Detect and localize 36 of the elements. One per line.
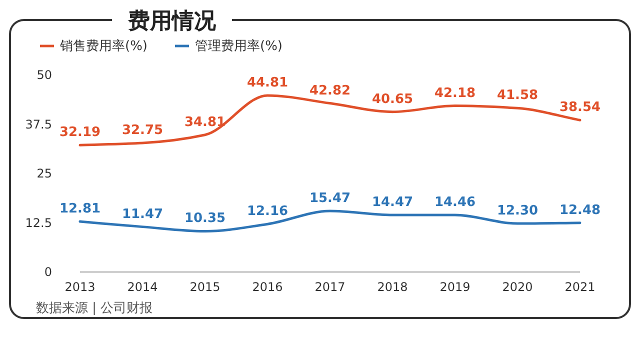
- legend-label: 管理费用率(%): [195, 38, 282, 54]
- y-tick-label: 50: [36, 68, 52, 82]
- x-tick-label: 2021: [564, 280, 596, 294]
- data-label: 32.19: [59, 125, 101, 140]
- x-tick-label: 2018: [377, 280, 408, 294]
- x-tick-label: 2016: [252, 280, 283, 294]
- data-label: 12.48: [559, 202, 601, 218]
- data-label: 12.81: [59, 202, 101, 217]
- data-label: 42.18: [434, 86, 476, 101]
- y-tick-label: 37.5: [25, 117, 52, 132]
- data-label: 11.47: [122, 206, 164, 222]
- data-label: 42.82: [309, 83, 351, 98]
- data-label: 34.81: [184, 114, 226, 130]
- legend-label: 销售费用率(%): [59, 38, 148, 54]
- data-label: 32.75: [122, 122, 164, 138]
- y-tick-label: 12.5: [25, 216, 52, 230]
- data-label: 10.35: [184, 211, 226, 226]
- chart-title: 费用情况: [127, 9, 217, 34]
- y-tick-label: 25: [36, 166, 52, 180]
- data-label: 44.81: [246, 75, 288, 90]
- source-note: 数据来源 | 公司财报: [36, 301, 153, 316]
- data-label: 14.47: [372, 194, 414, 210]
- x-tick-label: 2019: [440, 280, 470, 294]
- x-tick-label: 2017: [314, 280, 346, 294]
- data-label: 15.47: [309, 191, 351, 206]
- y-tick-label: 0: [44, 265, 52, 279]
- data-label: 12.16: [246, 204, 288, 220]
- x-tick-label: 2015: [190, 280, 220, 294]
- x-tick-label: 2020: [502, 280, 533, 294]
- x-tick-label: 2013: [64, 280, 96, 294]
- data-label: 12.30: [496, 204, 538, 219]
- x-tick-label: 2014: [127, 280, 158, 294]
- data-label: 41.58: [496, 88, 538, 104]
- data-label: 14.46: [434, 195, 476, 210]
- data-label: 40.65: [372, 92, 414, 107]
- data-label: 38.54: [559, 100, 601, 116]
